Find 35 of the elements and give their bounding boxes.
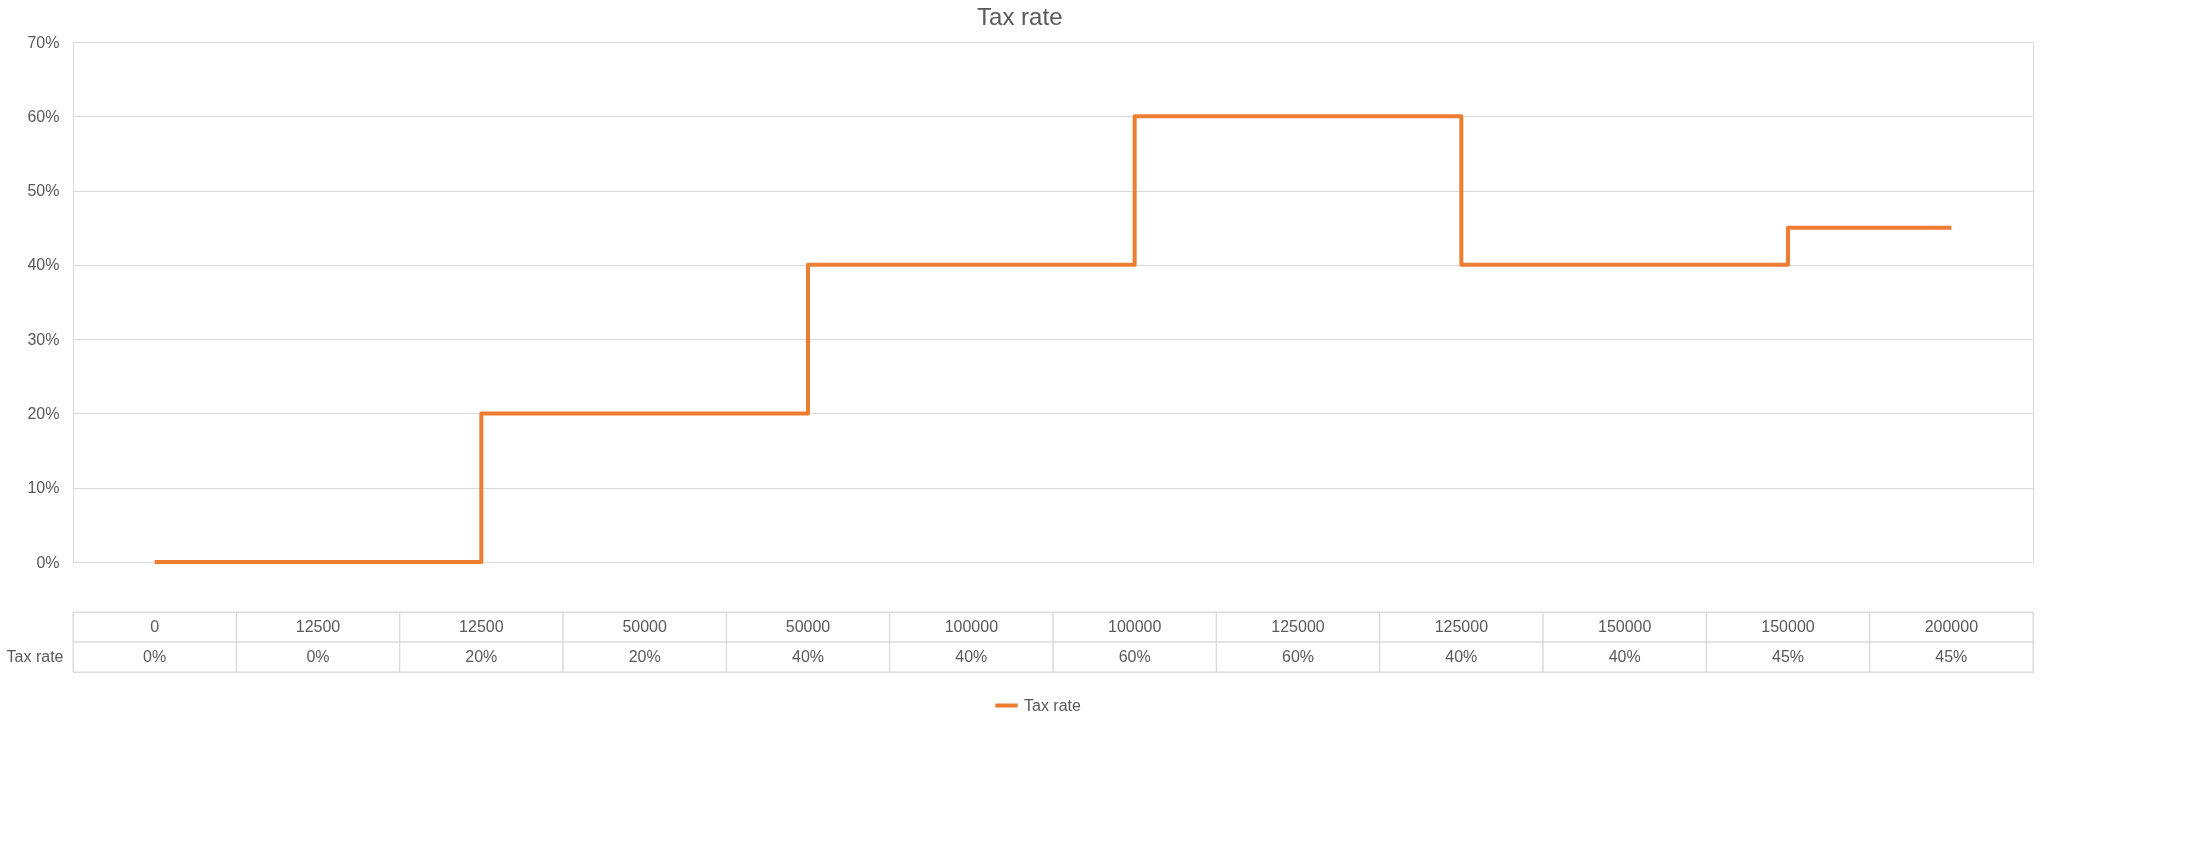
y-tick-label: 50% bbox=[27, 182, 60, 200]
data-label: 45% bbox=[1771, 648, 1805, 665]
x-tick-label: 12500 bbox=[295, 618, 341, 635]
x-tick-label: 50000 bbox=[785, 618, 831, 635]
data-label: 60% bbox=[1281, 648, 1315, 665]
data-label: 40% bbox=[791, 648, 825, 665]
x-tick-label: 125000 bbox=[1434, 618, 1489, 635]
data-label: 40% bbox=[955, 648, 988, 665]
y-tick-label: 40% bbox=[27, 256, 60, 274]
data-label: 40% bbox=[1608, 648, 1641, 665]
x-tick-label: 150000 bbox=[1597, 618, 1652, 635]
x-tick-label: 125000 bbox=[1271, 618, 1325, 635]
y-tick-label: 30% bbox=[27, 330, 60, 348]
x-tick-label: 12500 bbox=[459, 618, 504, 635]
x-tick-label: 200000 bbox=[1924, 618, 1979, 635]
y-tick-label: 10% bbox=[27, 479, 60, 497]
legend-label: Tax rate bbox=[1024, 696, 1082, 714]
y-tick-label: 20% bbox=[27, 404, 60, 422]
data-label: 20% bbox=[465, 648, 498, 665]
data-label: 40% bbox=[1445, 648, 1478, 665]
x-tick-label: 50000 bbox=[622, 618, 668, 635]
x-tick-label: 100000 bbox=[1107, 618, 1162, 635]
x-tick-label: 150000 bbox=[1761, 618, 1815, 635]
data-label: 60% bbox=[1118, 648, 1151, 665]
data-label: 20% bbox=[628, 648, 661, 665]
chart-title: Tax rate bbox=[977, 2, 1063, 30]
x-tick-label: 100000 bbox=[944, 618, 999, 635]
data-label: 45% bbox=[1935, 648, 1968, 665]
text: Tax rate bbox=[6, 648, 64, 665]
data-label: 0% bbox=[306, 648, 330, 665]
y-tick-label: 0% bbox=[36, 553, 60, 571]
y-tick-label: 60% bbox=[27, 107, 60, 125]
y-tick-label: 70% bbox=[27, 33, 60, 51]
data-label: 0% bbox=[143, 648, 167, 665]
x-tick-label: 0 bbox=[150, 618, 160, 635]
